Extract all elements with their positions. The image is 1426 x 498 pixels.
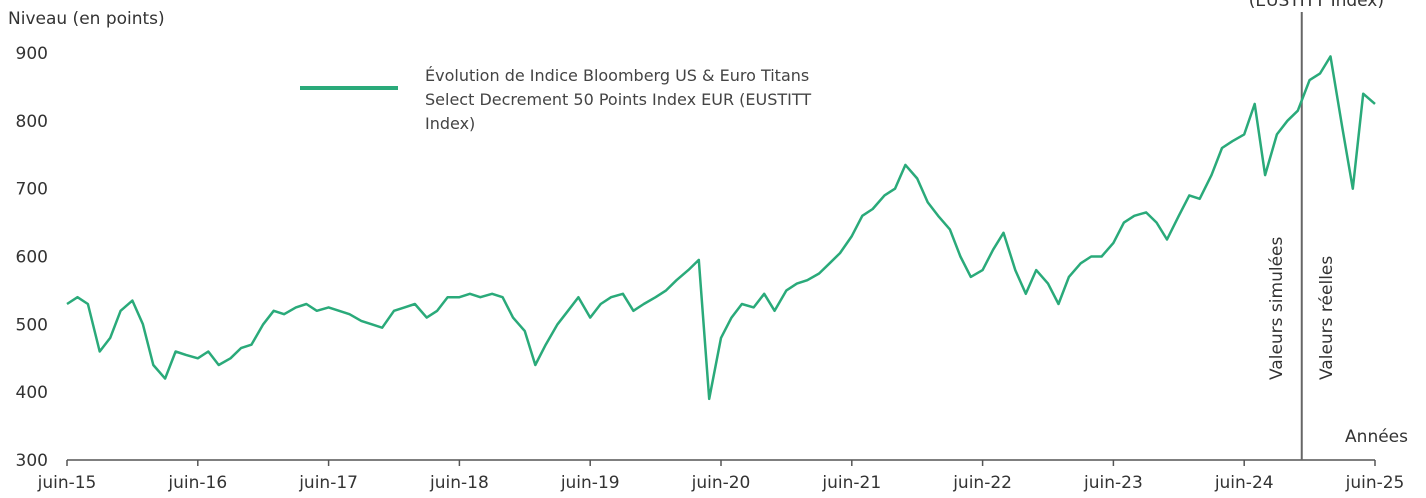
data-line bbox=[66, 55, 1376, 401]
y-tick-label: 800 bbox=[16, 112, 48, 132]
x-tick-label: juin-19 bbox=[560, 473, 620, 493]
annotation: (EUSTITT Index) bbox=[1249, 0, 1384, 11]
divider-right-label: Valeurs réelles bbox=[1317, 256, 1337, 380]
x-axis-label: Années bbox=[1345, 427, 1408, 447]
y-tick-label: 600 bbox=[16, 248, 48, 268]
x-tick-label: juin-20 bbox=[691, 473, 751, 493]
y-tick-label: 700 bbox=[16, 180, 48, 200]
x-tick-label: juin-15 bbox=[37, 473, 97, 493]
legend-label: Évolution de Indice Bloomberg US & Euro … bbox=[425, 66, 812, 133]
y-tick-label: 300 bbox=[16, 451, 48, 471]
x-tick-label: juin-25 bbox=[1345, 473, 1405, 493]
y-tick-label: 400 bbox=[16, 383, 48, 403]
x-tick-label: juin-23 bbox=[1083, 473, 1143, 493]
y-tick-label: 500 bbox=[16, 315, 48, 335]
x-tick-label: juin-24 bbox=[1214, 473, 1274, 493]
x-tick-label: juin-16 bbox=[167, 473, 227, 493]
y-axis-label: Niveau (en points) bbox=[8, 9, 165, 29]
divider-left-label: Valeurs simulées bbox=[1267, 237, 1287, 380]
y-tick-label: 900 bbox=[16, 44, 48, 64]
x-tick-label: juin-21 bbox=[821, 473, 881, 493]
x-tick-label: juin-17 bbox=[298, 473, 358, 493]
x-tick-label: juin-18 bbox=[429, 473, 489, 493]
x-tick-label: juin-22 bbox=[952, 473, 1012, 493]
